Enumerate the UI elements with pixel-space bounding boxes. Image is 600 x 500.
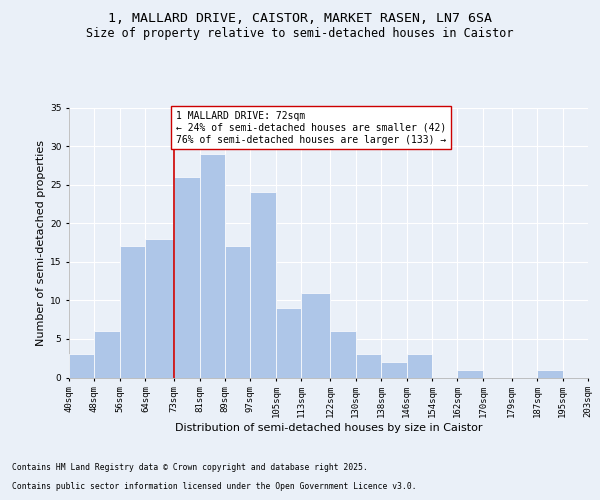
Bar [330,331,356,378]
Text: Contains public sector information licensed under the Open Government Licence v3: Contains public sector information licen… [12,482,416,491]
Bar [250,192,276,378]
Bar [145,238,174,378]
Bar [301,292,330,378]
Bar [120,246,145,378]
Bar [94,331,120,378]
Bar [537,370,563,378]
Bar [276,308,301,378]
Bar [356,354,381,378]
Text: Contains HM Land Registry data © Crown copyright and database right 2025.: Contains HM Land Registry data © Crown c… [12,464,368,472]
Bar [407,354,432,378]
Bar [381,362,407,378]
Bar [225,246,250,378]
Bar [174,177,200,378]
X-axis label: Distribution of semi-detached houses by size in Caistor: Distribution of semi-detached houses by … [175,423,482,433]
Text: 1 MALLARD DRIVE: 72sqm
← 24% of semi-detached houses are smaller (42)
76% of sem: 1 MALLARD DRIVE: 72sqm ← 24% of semi-det… [176,112,446,144]
Bar [200,154,225,378]
Text: 1, MALLARD DRIVE, CAISTOR, MARKET RASEN, LN7 6SA: 1, MALLARD DRIVE, CAISTOR, MARKET RASEN,… [108,12,492,26]
Bar [457,370,483,378]
Bar [69,354,94,378]
Y-axis label: Number of semi-detached properties: Number of semi-detached properties [35,140,46,346]
Text: Size of property relative to semi-detached houses in Caistor: Size of property relative to semi-detach… [86,28,514,40]
